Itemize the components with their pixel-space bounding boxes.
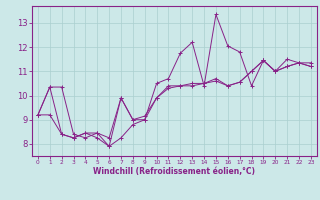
X-axis label: Windchill (Refroidissement éolien,°C): Windchill (Refroidissement éolien,°C)	[93, 167, 255, 176]
